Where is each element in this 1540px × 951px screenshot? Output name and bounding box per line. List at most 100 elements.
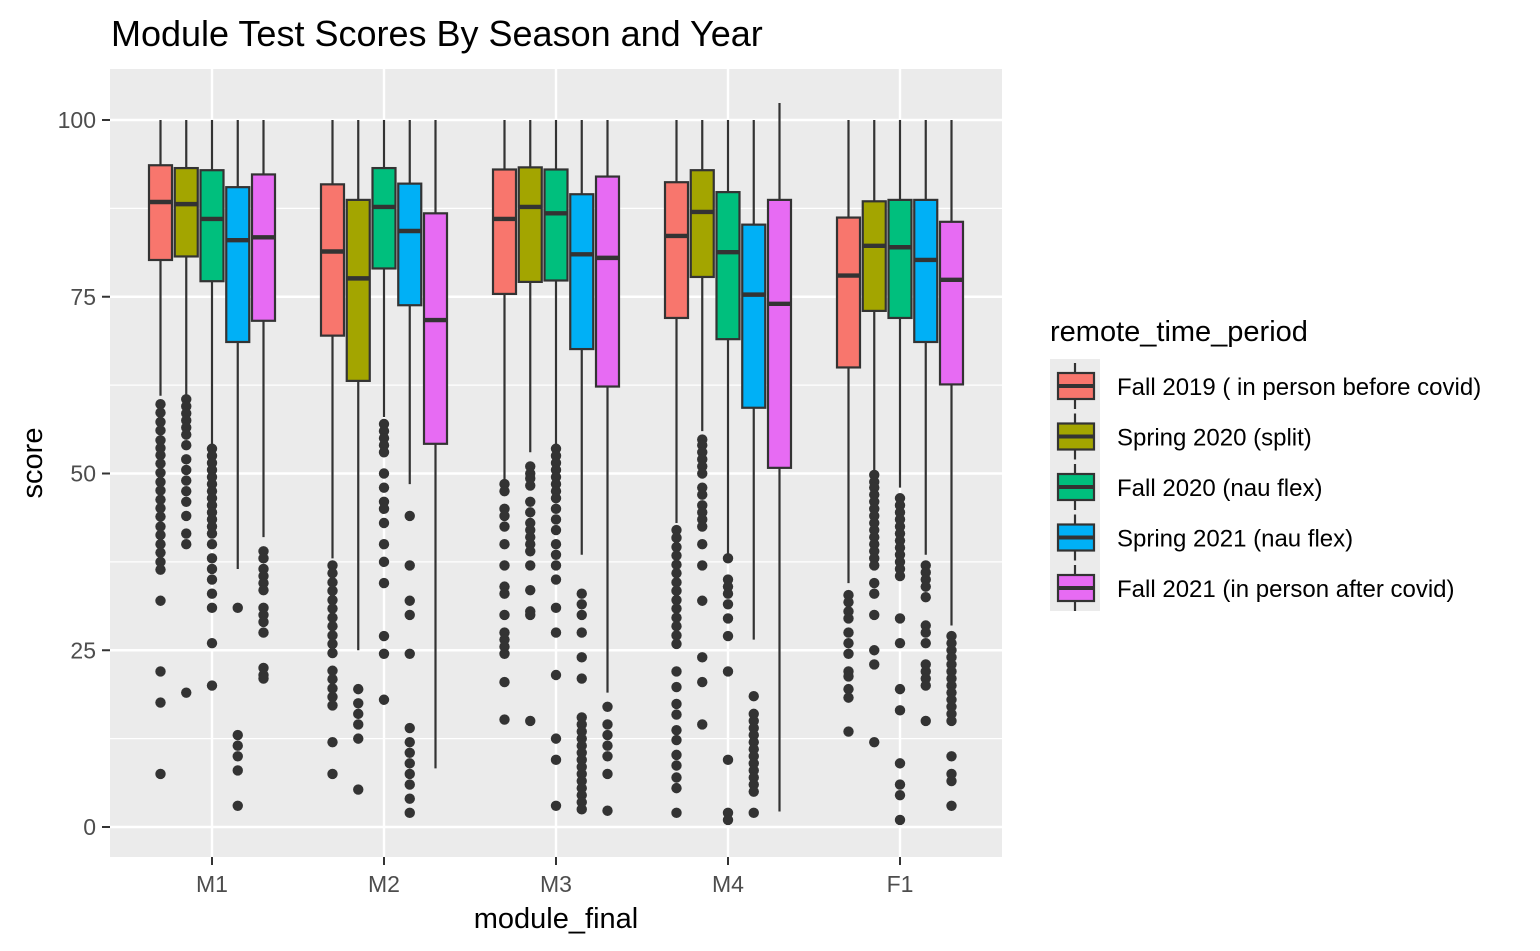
box-M2-0 — [319, 120, 346, 780]
x-tick-label: M4 — [712, 871, 744, 897]
outlier-point — [576, 627, 587, 638]
box-M3-4 — [594, 120, 621, 816]
outlier-point — [499, 521, 510, 532]
outlier-point — [843, 637, 854, 649]
outlier-point — [525, 496, 536, 507]
outlier-point — [181, 528, 192, 539]
outlier-point — [499, 714, 510, 725]
outlier-point — [404, 722, 415, 734]
outlier-point — [671, 524, 682, 536]
outlier-point — [404, 768, 415, 780]
outlier-point — [671, 666, 682, 677]
legend-label: Spring 2020 (split) — [1117, 425, 1312, 452]
outlier-point — [404, 510, 415, 522]
outlier-point — [946, 775, 957, 787]
outlier-point — [155, 697, 166, 708]
outlier-point — [155, 467, 166, 478]
outlier-point — [155, 435, 166, 446]
outlier-point — [404, 758, 415, 769]
iqr-box — [319, 183, 346, 337]
outlier-point — [671, 594, 682, 606]
outlier-point — [378, 556, 390, 568]
outlier-point — [894, 637, 906, 649]
outlier-point — [404, 779, 415, 790]
iqr-box — [715, 191, 741, 341]
outlier-point — [327, 683, 338, 694]
outlier-point — [404, 747, 415, 758]
outlier-point — [327, 621, 338, 632]
outlier-point — [722, 588, 734, 599]
outlier-point — [232, 602, 243, 614]
y-axis-title: score — [17, 428, 49, 499]
outlier-point — [353, 698, 364, 709]
outlier-point — [920, 637, 931, 649]
box-M3-0 — [491, 120, 518, 725]
outlier-point — [697, 468, 708, 479]
outlier-point — [378, 447, 390, 458]
outlier-point — [499, 560, 510, 571]
box-M1-0 — [147, 120, 174, 780]
outlier-point — [155, 564, 166, 575]
outlier-point — [327, 594, 338, 606]
outlier-point — [550, 560, 562, 571]
outlier-point — [404, 609, 415, 621]
outlier-point — [697, 521, 708, 532]
y-tick-label: 50 — [70, 461, 96, 487]
outlier-point — [206, 563, 218, 575]
outlier-point — [946, 800, 957, 811]
x-tick-label: F1 — [887, 871, 914, 897]
outlier-point — [550, 733, 562, 744]
box-M1-1 — [173, 120, 199, 698]
outlier-point — [327, 585, 338, 597]
outlier-point — [327, 674, 338, 685]
outlier-point — [671, 541, 682, 553]
outlier-point — [722, 666, 734, 677]
iqr-box — [861, 200, 887, 312]
outlier-point — [327, 736, 338, 748]
outlier-point — [697, 719, 708, 730]
outlier-point — [327, 567, 338, 579]
outlier-point — [206, 637, 218, 649]
outlier-point — [576, 588, 587, 599]
outlier-point — [378, 517, 390, 529]
box-M1-4 — [250, 120, 277, 684]
outlier-point — [869, 577, 880, 589]
outlier-point — [353, 719, 364, 730]
outlier-point — [499, 609, 510, 621]
outlier-point — [404, 595, 415, 606]
outlier-point — [576, 652, 587, 663]
outlier-point — [499, 676, 510, 688]
outlier-point — [894, 705, 906, 716]
outlier-point — [576, 599, 587, 610]
outlier-point — [671, 630, 682, 641]
outlier-point — [671, 724, 682, 736]
boxes — [147, 103, 965, 826]
y-axis: 0 25 50 75 100 — [58, 107, 110, 840]
outlier-point — [843, 683, 854, 695]
outlier-point — [946, 715, 957, 727]
outlier-point — [258, 584, 269, 596]
iqr-box — [663, 181, 690, 320]
outlier-point — [206, 602, 218, 614]
outlier-point — [378, 468, 390, 479]
outlier-point — [206, 539, 218, 550]
outlier-point — [671, 734, 682, 746]
outlier-point — [181, 687, 192, 698]
outlier-point — [327, 768, 338, 780]
outlier-point — [550, 493, 562, 504]
outlier-point — [602, 701, 613, 713]
outlier-point — [671, 681, 682, 693]
iqr-box — [225, 186, 251, 344]
box-M4-3 — [741, 120, 767, 819]
outlier-point — [550, 549, 562, 561]
outlier-point — [232, 740, 243, 751]
outlier-point — [602, 740, 613, 751]
outlier-point — [181, 485, 192, 497]
outlier-point — [378, 630, 390, 642]
outlier-point — [697, 560, 708, 571]
outlier-point — [946, 751, 957, 762]
outlier-point — [843, 627, 854, 638]
box-M2-4 — [422, 120, 449, 769]
box-M4-1 — [689, 120, 715, 730]
